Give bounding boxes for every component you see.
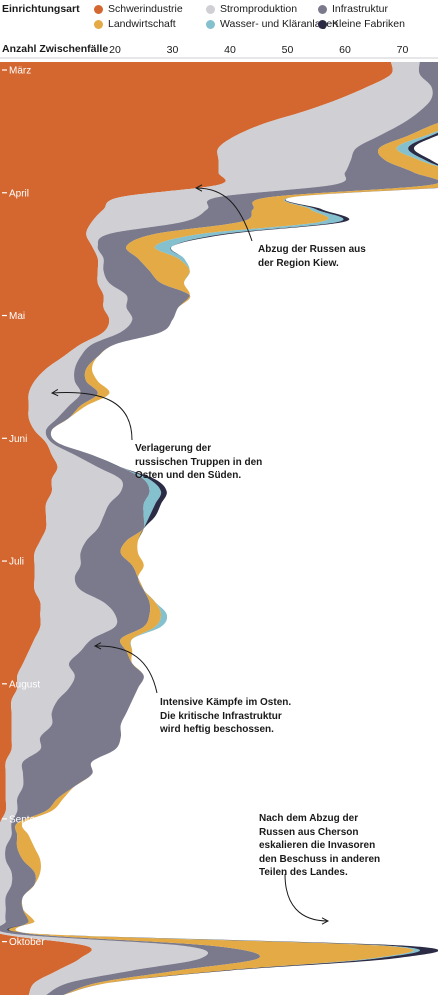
x-axis-label: Anzahl Zwischenfälle bbox=[2, 43, 109, 55]
arrow-cherson bbox=[284, 873, 329, 922]
x-tick-label: 20 bbox=[109, 44, 121, 56]
legend-item-stromproduktion: Stromproduktion bbox=[206, 3, 297, 15]
month-label: August bbox=[9, 679, 40, 690]
legend-label: Infrastruktur bbox=[332, 3, 389, 15]
month-label: Oktober bbox=[9, 937, 45, 948]
arrow-kiew bbox=[195, 187, 253, 242]
legend-label: Schwerindustrie bbox=[108, 3, 183, 15]
legend-item-wasser: Wasser- und Kläranlagen bbox=[206, 18, 338, 30]
legend-label: Stromproduktion bbox=[220, 3, 298, 15]
month-label: September bbox=[9, 814, 59, 825]
area-stromproduktion bbox=[0, 62, 433, 995]
legend-item-kleine-fabriken: Kleine Fabriken bbox=[318, 18, 405, 30]
legend-dot-icon bbox=[318, 4, 327, 14]
month-label: Juni bbox=[9, 434, 27, 445]
legend-dot-icon bbox=[318, 19, 327, 29]
month-label: Mai bbox=[9, 311, 25, 322]
x-tick-label: 30 bbox=[167, 44, 179, 56]
legend-item-infrastruktur: Infrastruktur bbox=[318, 3, 388, 15]
legend-dot-icon bbox=[94, 4, 103, 14]
legend-item-landwirtschaft: Landwirtschaft bbox=[94, 18, 176, 30]
legend-item-schwerindustrie: Schwerindustrie bbox=[94, 3, 183, 15]
legend-dot-icon bbox=[206, 19, 215, 29]
arrow-kiew-head bbox=[194, 184, 203, 192]
arrow-osten-head bbox=[93, 642, 102, 650]
x-tick-label: 60 bbox=[339, 44, 351, 56]
x-tick-label: 70 bbox=[397, 44, 409, 56]
legend-label: Wasser- und Kläranlagen bbox=[220, 18, 339, 30]
month-label: April bbox=[9, 188, 29, 199]
arrow-verlagerung-head bbox=[50, 389, 59, 397]
x-tick-label: 40 bbox=[224, 44, 236, 56]
month-label: März bbox=[9, 66, 31, 77]
arrow-osten bbox=[94, 645, 158, 694]
legend-dot-icon bbox=[206, 4, 215, 14]
arrow-cherson-head bbox=[321, 917, 330, 925]
legend-title: Einrichtungsart bbox=[2, 3, 80, 15]
annotation-kiew: Abzug der Russen aus der Region Kiew. bbox=[258, 244, 366, 269]
month-label: Juli bbox=[9, 557, 24, 568]
legend-dot-icon bbox=[94, 19, 103, 29]
annotation-osten: Intensive Kämpfe im Osten. Die kritische… bbox=[160, 697, 292, 735]
area-schwerindustrie bbox=[0, 62, 393, 995]
x-tick-label: 50 bbox=[282, 44, 294, 56]
annotation-cherson: Nach dem Abzug der Russen aus Cherson es… bbox=[259, 813, 381, 878]
annotation-verlagerung: Verlagerung der russischen Truppen in de… bbox=[135, 443, 263, 481]
legend-label: Kleine Fabriken bbox=[332, 18, 405, 30]
legend-label: Landwirtschaft bbox=[108, 18, 176, 30]
arrow-verlagerung bbox=[51, 392, 133, 441]
